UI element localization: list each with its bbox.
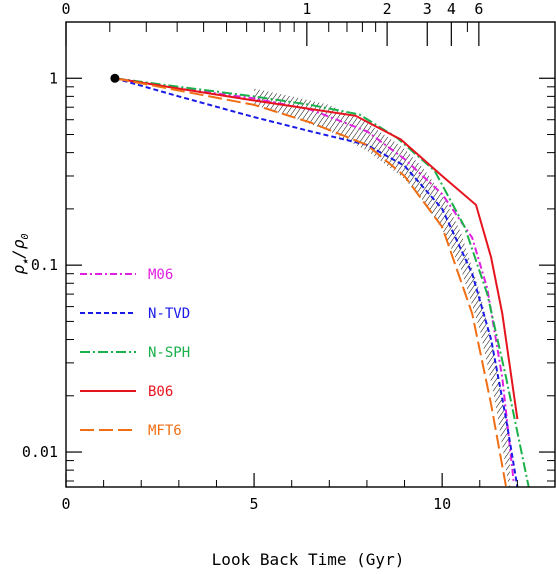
- y-tick-label: 1: [49, 69, 58, 87]
- series-layer: [114, 77, 530, 487]
- top-tick-label: 4: [447, 0, 456, 18]
- top-tick-label: 1: [302, 0, 311, 18]
- x-tick-label: 10: [433, 495, 451, 513]
- plot-frame: [65, 21, 556, 488]
- series-line-m06: [114, 77, 515, 482]
- legend-label-mft6: MFT6: [148, 423, 182, 439]
- legend: M06 N-TVD N-SPH B06 MFT6: [80, 267, 190, 439]
- legend-label-b06: B06: [148, 384, 173, 400]
- series-line-b06: [114, 77, 519, 420]
- reference-point-layer: [110, 73, 120, 83]
- top-tick-label: 0: [61, 0, 70, 18]
- x-tick-label: 0: [61, 495, 70, 513]
- reference-point: [110, 73, 120, 83]
- top-tick-label: 2: [383, 0, 392, 18]
- hatched-band-layer: [254, 88, 510, 487]
- legend-label-m06: M06: [148, 267, 173, 283]
- y-axis-label: ρ★/ρ0: [9, 234, 31, 275]
- top-tick-label: 3: [423, 0, 432, 18]
- ticks-layer: 0 5 10 0 1 2 3 4 6 1 0.1 0.01: [22, 0, 556, 513]
- x-tick-label: 5: [250, 495, 259, 513]
- hatched-band: [254, 88, 510, 487]
- x-axis-label: Look Back Time (Gyr): [212, 550, 405, 569]
- y-tick-label: 0.1: [31, 256, 58, 274]
- series-line-mft6: [114, 77, 508, 487]
- legend-label-n-sph: N-SPH: [148, 345, 190, 361]
- y-tick-label: 0.01: [22, 443, 58, 461]
- top-tick-label: 6: [474, 0, 483, 18]
- legend-label-n-tvd: N-TVD: [148, 306, 190, 322]
